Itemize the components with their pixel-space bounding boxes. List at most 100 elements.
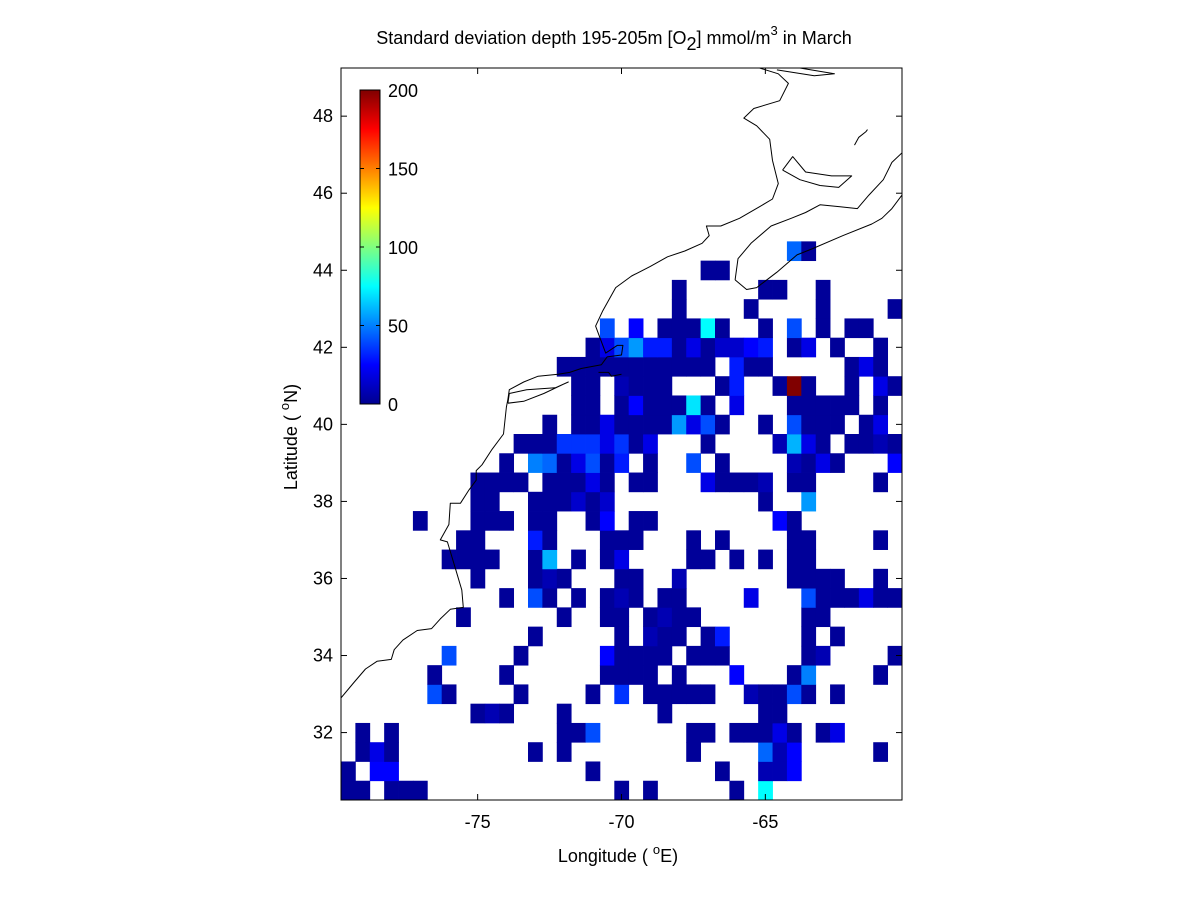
heatmap-cell: [686, 318, 702, 339]
heatmap-cell: [815, 299, 831, 319]
heatmap-cell: [614, 780, 630, 800]
heatmap-cell: [844, 318, 860, 339]
heatmap-cell: [786, 453, 802, 473]
heatmap-cell: [599, 318, 615, 339]
heatmap-cell: [341, 761, 356, 782]
heatmap-cell: [528, 549, 543, 570]
y-tick-label: 38: [313, 491, 333, 511]
heatmap-cell: [628, 337, 644, 358]
heatmap-cell: [830, 626, 845, 647]
heatmap-cell: [700, 434, 716, 454]
y-axis-label-suffix: N): [281, 384, 301, 403]
heatmap-cell: [858, 318, 874, 339]
heatmap-cell: [484, 491, 500, 512]
heatmap-cell: [700, 549, 716, 570]
heatmap-cell: [801, 491, 817, 512]
heatmap-cell: [887, 434, 902, 454]
y-tick-label: 46: [313, 183, 333, 203]
y-tick-label: 32: [313, 723, 333, 743]
x-axis-label: Longitude ( oE): [558, 842, 678, 866]
heatmap-cell: [715, 761, 730, 782]
heatmap-cell: [686, 645, 702, 666]
heatmap-cell: [786, 549, 802, 570]
coastline-ns-north: [734, 152, 902, 280]
heatmap-cell: [542, 434, 558, 454]
heatmap-cell: [614, 337, 630, 358]
heatmap-cell: [772, 703, 788, 724]
heatmap-cell: [614, 530, 630, 550]
heatmap-cell: [887, 588, 902, 608]
heatmap-cell: [657, 684, 673, 705]
heatmap-cell: [643, 356, 658, 377]
heatmap-cell: [657, 337, 673, 358]
heatmap-cell: [470, 703, 486, 724]
heatmap-cell: [384, 780, 399, 800]
heatmap-cell: [628, 588, 644, 608]
heatmap-cell: [830, 414, 845, 435]
heatmap-cell: [801, 607, 817, 628]
heatmap-cell: [700, 356, 716, 377]
heatmap-cell: [643, 645, 658, 666]
heatmap-cell: [801, 453, 817, 473]
heatmap-cell: [614, 434, 630, 454]
colorbar-tick-label: 150: [388, 160, 418, 180]
heatmap-cell: [571, 414, 586, 435]
heatmap-cell: [801, 626, 817, 647]
heatmap-cell: [873, 742, 889, 762]
heatmap-cell: [657, 645, 673, 666]
heatmap-cell: [571, 434, 586, 454]
heatmap-cell: [772, 684, 788, 705]
heatmap-cell: [599, 356, 615, 377]
heatmap-cell: [743, 722, 759, 743]
heatmap-cell: [599, 414, 615, 435]
heatmap-cell: [355, 722, 371, 743]
heatmap-cell: [801, 376, 817, 396]
heatmap-cell: [873, 530, 889, 550]
heatmap-cell: [599, 453, 615, 473]
heatmap-cell: [571, 453, 586, 473]
heatmap-cell: [657, 376, 673, 396]
heatmap-cell: [815, 434, 831, 454]
y-axis-label: Latitude ( oN): [277, 384, 301, 490]
heatmap-cell: [599, 588, 615, 608]
heatmap-cell: [715, 414, 730, 435]
heatmap-cell: [628, 645, 644, 666]
heatmap-cell: [499, 588, 515, 608]
heatmap-cell: [786, 241, 802, 262]
heatmap-cell: [830, 395, 845, 416]
heatmap-cell: [700, 337, 716, 358]
heatmap-cell: [643, 414, 658, 435]
coastline-nova-scotia: [734, 194, 902, 290]
heatmap-cell: [628, 356, 644, 377]
heatmap-cell: [614, 414, 630, 435]
heatmap-cell: [599, 645, 615, 666]
heatmap-cell: [614, 376, 630, 396]
heatmap-cell: [441, 684, 457, 705]
heatmap-cell: [830, 337, 845, 358]
heatmap-cell: [844, 434, 860, 454]
chart-title-suffix: in March: [778, 28, 852, 48]
heatmap-cell: [786, 376, 802, 396]
heatmap-cell: [528, 568, 543, 589]
heatmap-cell: [715, 530, 730, 550]
heatmap-cell: [758, 549, 773, 570]
heatmap-cell: [772, 761, 788, 782]
heatmap-cell: [657, 607, 673, 628]
y-tick-label: 40: [313, 414, 333, 434]
heatmap-cell: [571, 588, 586, 608]
coastline-mainland: [341, 68, 789, 699]
heatmap-cell: [801, 337, 817, 358]
y-tick-label: 48: [313, 106, 333, 126]
heatmap-cell: [815, 722, 831, 743]
heatmap-cell: [671, 356, 687, 377]
heatmap-cell: [758, 472, 773, 493]
heatmap-cell: [686, 722, 702, 743]
heatmap-cell: [657, 395, 673, 416]
heatmap-cell: [715, 318, 730, 339]
heatmap-cell: [614, 549, 630, 570]
heatmap-cell: [873, 665, 889, 685]
heatmap-cell: [599, 337, 615, 358]
heatmap-cell: [628, 530, 644, 550]
heatmap-cell: [671, 588, 687, 608]
heatmap-cell: [628, 568, 644, 589]
